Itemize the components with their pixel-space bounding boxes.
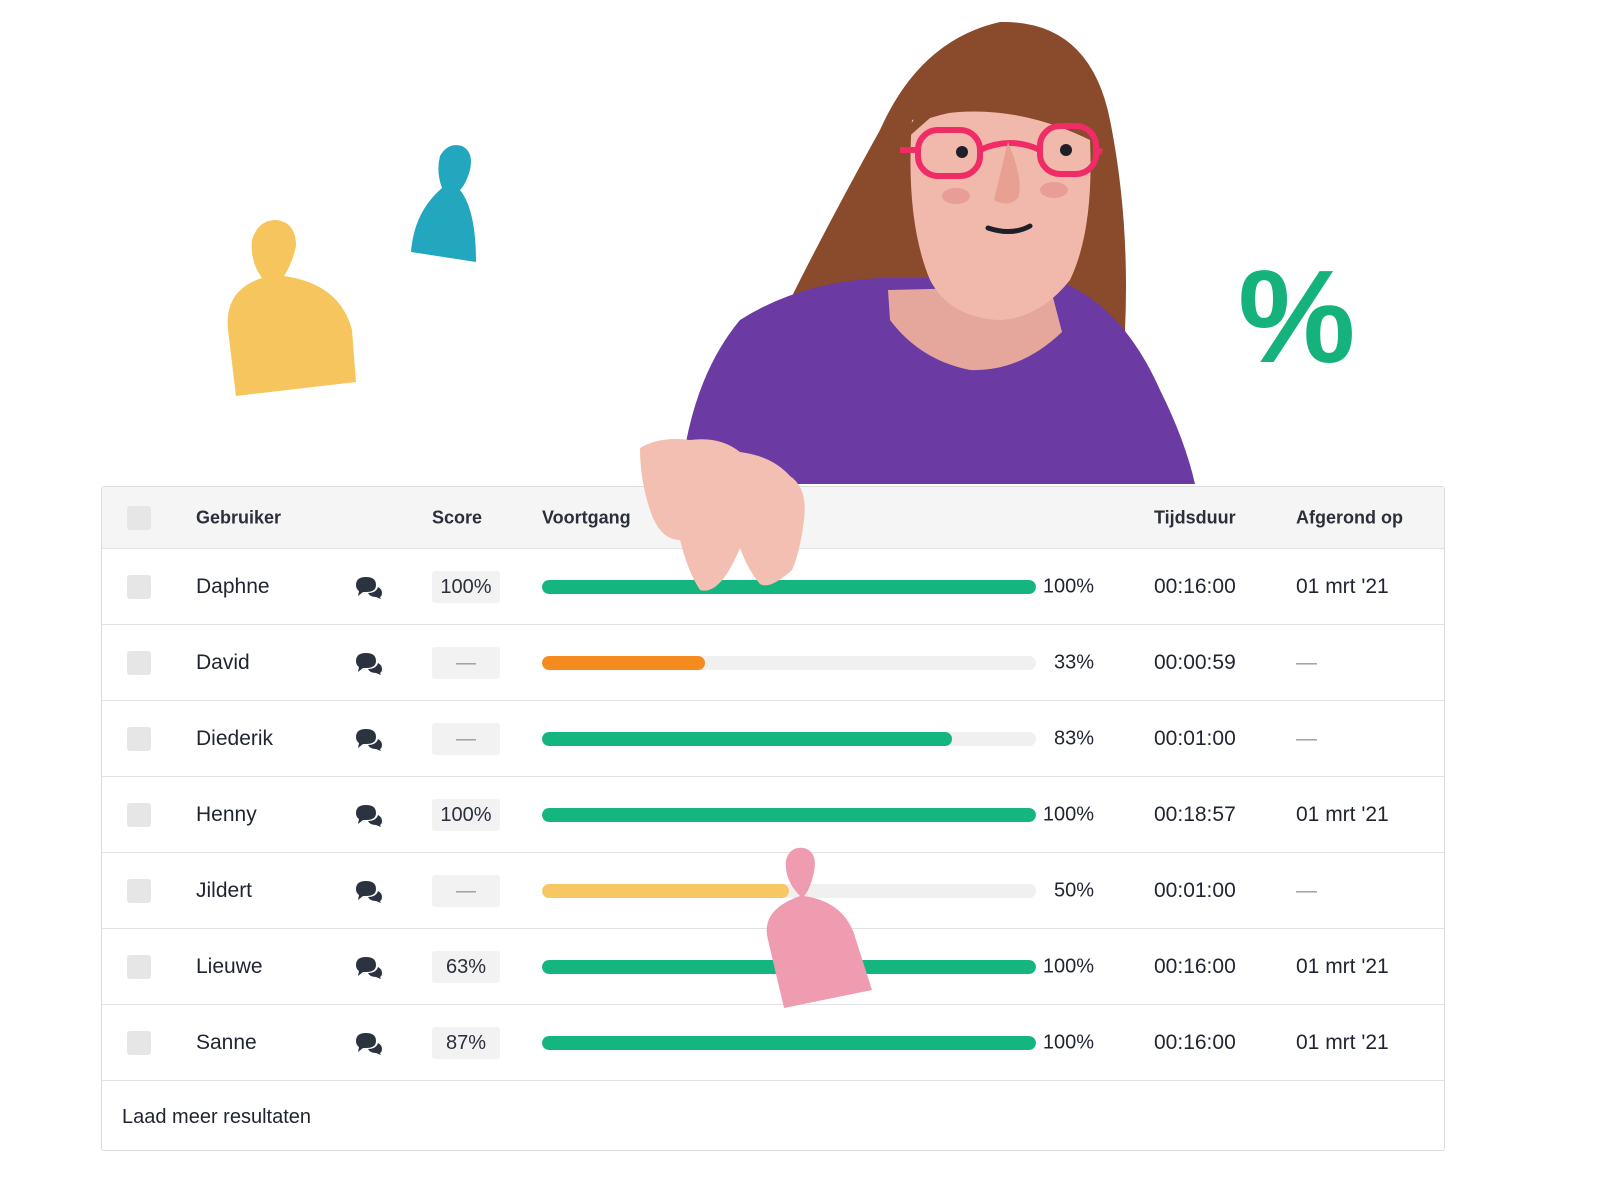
mouth <box>985 223 1033 234</box>
row-checkbox[interactable] <box>127 650 151 675</box>
score-badge: — <box>432 874 500 907</box>
chat-bubbles-icon[interactable] <box>354 955 384 979</box>
user-name[interactable]: Diederik <box>196 726 274 750</box>
chat-bubbles-icon[interactable] <box>354 1031 384 1055</box>
progress-percent: 100% <box>1042 955 1094 977</box>
progress-percent: 100% <box>1042 1031 1094 1053</box>
progress-percent: 100% <box>1042 803 1094 825</box>
hair-front <box>905 68 1100 140</box>
progress-fill <box>542 731 953 746</box>
completed-date: — <box>1296 726 1317 750</box>
progress-bar <box>542 579 1036 594</box>
table-header: Gebruiker Score Voortgang Tijdsduur Afge… <box>102 487 1444 549</box>
progress-bar <box>542 731 1036 746</box>
progress-fill <box>542 1035 1036 1050</box>
select-all-checkbox[interactable] <box>127 505 151 530</box>
chat-bubbles-icon[interactable] <box>354 879 384 903</box>
progress-percent: 83% <box>1053 727 1094 749</box>
progress-bar <box>542 1035 1036 1050</box>
duration: 00:01:00 <box>1154 878 1236 902</box>
eye-left <box>956 146 968 158</box>
nose <box>994 142 1020 204</box>
score-badge: 63% <box>432 950 500 983</box>
progress-fill <box>542 579 1036 594</box>
progress-bar <box>542 807 1036 822</box>
user-name[interactable]: Sanne <box>196 1030 257 1054</box>
progress-fill <box>542 883 789 898</box>
row-checkbox[interactable] <box>127 802 151 827</box>
column-header-user[interactable]: Gebruiker <box>196 507 282 527</box>
table-row: David — 33% 00:00:59 — <box>102 625 1444 701</box>
progress-fill <box>542 959 1036 974</box>
row-checkbox[interactable] <box>127 878 151 903</box>
duration: 00:01:00 <box>1154 726 1236 750</box>
table-row: Henny 100% 100% 00:18:57 01 mrt '21 <box>102 777 1444 853</box>
row-checkbox[interactable] <box>127 726 151 751</box>
glasses-icon <box>900 123 1103 179</box>
percent-symbol: % <box>1238 243 1355 390</box>
progress-percent: 33% <box>1053 651 1094 673</box>
eye-right <box>1060 144 1072 156</box>
yellow-pawn-icon <box>227 220 356 396</box>
table-row: Diederik — 83% 00:01:00 — <box>102 701 1444 777</box>
completed-date: 01 mrt '21 <box>1296 954 1389 978</box>
progress-bar <box>542 655 1036 670</box>
completed-date: 01 mrt '21 <box>1296 1030 1389 1054</box>
duration: 00:18:57 <box>1154 802 1236 826</box>
progress-percent: 100% <box>1042 575 1094 597</box>
row-checkbox[interactable] <box>127 954 151 979</box>
score-badge: — <box>432 646 500 679</box>
cheek-left <box>942 188 970 204</box>
column-header-completed[interactable]: Afgerond op <box>1296 507 1403 527</box>
user-name[interactable]: Henny <box>196 802 257 826</box>
progress-percent: 50% <box>1053 879 1094 901</box>
row-checkbox[interactable] <box>127 1030 151 1055</box>
chat-bubbles-icon[interactable] <box>354 727 384 751</box>
table-row: Sanne 87% 100% 00:16:00 01 mrt '21 <box>102 1005 1444 1081</box>
chat-bubbles-icon[interactable] <box>354 651 384 675</box>
score-badge: — <box>432 722 500 755</box>
completed-date: — <box>1296 878 1317 902</box>
row-checkbox[interactable] <box>127 574 151 599</box>
completed-date: — <box>1296 650 1317 674</box>
completed-date: 01 mrt '21 <box>1296 802 1389 826</box>
score-badge: 87% <box>432 1026 500 1059</box>
user-name[interactable]: David <box>196 650 250 674</box>
progress-fill <box>542 655 706 670</box>
column-header-duration[interactable]: Tijdsduur <box>1154 507 1236 527</box>
duration: 00:00:59 <box>1154 650 1236 674</box>
user-name[interactable]: Jildert <box>196 878 253 902</box>
chat-bubbles-icon[interactable] <box>354 803 384 827</box>
completed-date: 01 mrt '21 <box>1296 574 1389 598</box>
progress-bar <box>542 959 1036 974</box>
duration: 00:16:00 <box>1154 574 1236 598</box>
progress-bar <box>542 883 1036 898</box>
column-header-score[interactable]: Score <box>432 507 483 527</box>
blue-pawn-icon <box>411 145 476 262</box>
table-row: Lieuwe 63% 100% 00:16:00 01 mrt '21 <box>102 929 1444 1005</box>
cheek-right <box>1040 182 1068 198</box>
user-name[interactable]: Lieuwe <box>196 954 263 978</box>
chat-bubbles-icon[interactable] <box>354 575 384 599</box>
results-table: Gebruiker Score Voortgang Tijdsduur Afge… <box>101 486 1445 1151</box>
score-badge: 100% <box>432 798 500 831</box>
load-more-button[interactable]: Laad meer resultaten <box>122 1106 312 1128</box>
progress-fill <box>542 807 1036 822</box>
duration: 00:16:00 <box>1154 954 1236 978</box>
user-name[interactable]: Daphne <box>196 574 270 598</box>
table-row: Daphne 100% 100% 00:16:00 01 mrt '21 <box>102 549 1444 625</box>
score-badge: 100% <box>432 570 500 603</box>
column-header-progress[interactable]: Voortgang <box>542 507 631 527</box>
duration: 00:16:00 <box>1154 1030 1236 1054</box>
table-row: Jildert — 50% 00:01:00 — <box>102 853 1444 929</box>
sweater <box>680 278 1195 484</box>
